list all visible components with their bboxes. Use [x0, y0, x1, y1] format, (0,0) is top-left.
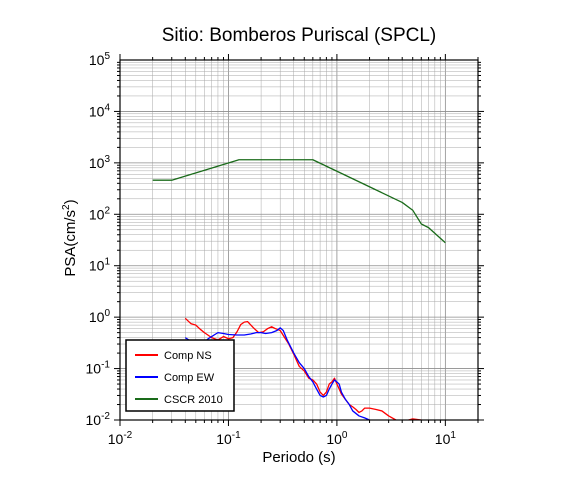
plot-frame	[119, 59, 479, 421]
y-tick-label-base: 10	[86, 361, 102, 377]
x-tick-label: 101	[435, 430, 457, 447]
chart-title: Sitio: Bomberos Puriscal (SPCL)	[162, 25, 437, 46]
y-tick-label-exp: 1	[104, 257, 110, 268]
axis-ticks	[114, 54, 484, 426]
y-tick-label: 10-2	[86, 411, 111, 428]
x-tick-label-exp: 0	[342, 430, 348, 441]
x-axis-label: Periodo (s)	[262, 449, 335, 466]
y-tick-label-exp: -1	[101, 360, 110, 371]
y-tick-label-base: 10	[89, 258, 105, 274]
series-line-1	[184, 327, 373, 420]
x-tick-label: 100	[326, 430, 348, 447]
x-tick-label-base: 10	[326, 431, 342, 447]
y-tick-label: 100	[89, 308, 111, 325]
legend-label-2: CSCR 2010	[164, 394, 223, 406]
y-tick-label: 102	[89, 205, 111, 222]
x-tick-label-base: 10	[108, 431, 124, 447]
y-axis-label-close: )	[62, 199, 79, 204]
x-tick-label-exp: 1	[450, 430, 456, 441]
y-tick-label: 103	[89, 154, 111, 171]
legend: Comp NS Comp EW CSCR 2010	[125, 339, 235, 412]
x-tick-label-base: 10	[435, 431, 451, 447]
y-tick-label-exp: -2	[101, 411, 110, 422]
legend-label-0: Comp NS	[164, 350, 212, 362]
y-tick-label-base: 10	[89, 155, 105, 171]
x-tick-label-exp: -1	[232, 430, 241, 441]
y-tick-label-exp: 5	[104, 51, 110, 62]
y-tick-label-base: 10	[86, 412, 102, 428]
y-tick-label: 101	[89, 257, 111, 274]
y-tick-label-exp: 4	[104, 102, 110, 113]
y-tick-label: 104	[89, 102, 111, 119]
y-tick-label: 10-1	[86, 360, 111, 377]
x-tick-label: 10-1	[216, 430, 241, 447]
x-tick-label: 10-2	[108, 430, 133, 447]
x-tick-label-base: 10	[216, 431, 232, 447]
y-tick-label-exp: 0	[104, 308, 110, 319]
y-tick-label-exp: 2	[104, 205, 110, 216]
series-line-2	[152, 159, 446, 244]
y-tick-label-base: 10	[89, 206, 105, 222]
y-axis-label-main: PSA(cm/s	[62, 210, 79, 277]
series-line-0	[184, 317, 422, 420]
y-axis-label-sup: 2	[61, 204, 72, 210]
y-tick-label-base: 10	[89, 309, 105, 325]
y-tick-label-base: 10	[89, 103, 105, 119]
y-tick-label-base: 10	[89, 52, 105, 68]
legend-label-1: Comp EW	[164, 372, 215, 384]
series-group	[152, 159, 446, 420]
y-tick-label: 105	[89, 51, 111, 68]
y-tick-label-exp: 3	[104, 154, 110, 165]
y-axis-label: PSA(cm/s2)	[61, 199, 79, 276]
x-tick-label-exp: -2	[123, 430, 132, 441]
